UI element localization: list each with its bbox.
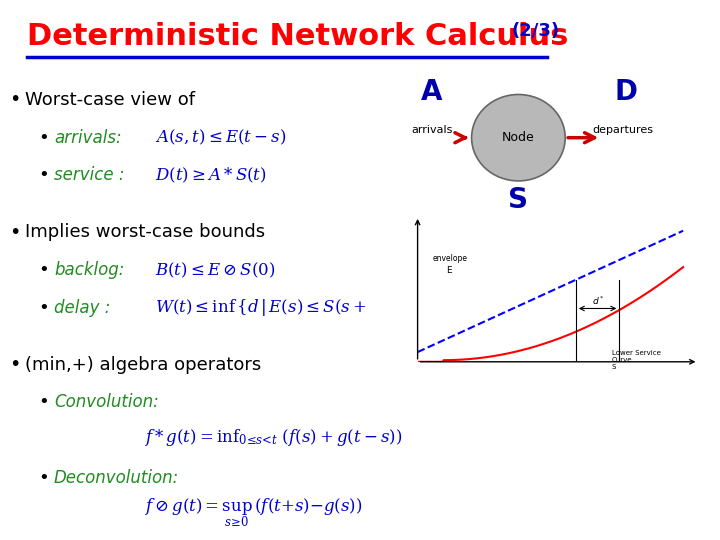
Text: $D(t) \geq A * S(t)$: $D(t) \geq A * S(t)$ (155, 166, 266, 185)
Text: Lower Service
Curve
S: Lower Service Curve S (611, 350, 660, 370)
Text: $A(s,t) \leq E(t-s)$: $A(s,t) \leq E(t-s)$ (155, 128, 286, 147)
Text: envelope: envelope (433, 254, 468, 264)
Text: •: • (38, 393, 49, 411)
Text: •: • (38, 261, 49, 279)
Text: arrivals:: arrivals: (54, 129, 122, 147)
Text: $W(t) \leq \inf\{d\,|\,E(s) \leq S(s+$: $W(t) \leq \inf\{d\,|\,E(s) \leq S(s+$ (155, 298, 366, 318)
Text: •: • (9, 222, 21, 242)
Text: •: • (38, 299, 49, 317)
Text: Implies worst-case bounds: Implies worst-case bounds (25, 223, 266, 241)
Text: Deterministic Network Calculus: Deterministic Network Calculus (27, 22, 569, 51)
Text: •: • (38, 129, 49, 147)
Text: departures: departures (593, 125, 653, 134)
Text: A: A (421, 78, 443, 106)
Text: delay :: delay : (54, 299, 110, 317)
Text: $f \oslash g(t) = \sup_{s \geq 0}\,(f(t+s) - g(s))$: $f \oslash g(t) = \sup_{s \geq 0}\,(f(t+… (144, 497, 362, 529)
Text: $f * g(t) = \inf_{0 \leq s < t}\,(f(s) + g(t-s))$: $f * g(t) = \inf_{0 \leq s < t}\,(f(s) +… (144, 427, 402, 448)
Text: •: • (9, 355, 21, 374)
Text: •: • (9, 90, 21, 110)
Ellipse shape (472, 94, 565, 181)
Text: D: D (615, 78, 638, 106)
Text: (2/3): (2/3) (511, 22, 559, 39)
Text: •: • (38, 166, 49, 185)
Text: (min,+) algebra operators: (min,+) algebra operators (25, 355, 261, 374)
Text: service :: service : (54, 166, 125, 185)
Text: E: E (446, 266, 451, 275)
Text: backlog:: backlog: (54, 261, 125, 279)
Text: S: S (508, 186, 528, 214)
Text: Node: Node (502, 131, 535, 144)
Text: $B(t) \leq E \oslash S(0)$: $B(t) \leq E \oslash S(0)$ (155, 260, 275, 280)
Text: arrivals: arrivals (411, 125, 453, 134)
Text: Convolution:: Convolution: (54, 393, 158, 411)
Text: $d^*$: $d^*$ (593, 295, 605, 307)
Text: •: • (38, 469, 49, 487)
Text: Worst-case view of: Worst-case view of (25, 91, 195, 109)
Text: Deconvolution:: Deconvolution: (54, 469, 179, 487)
